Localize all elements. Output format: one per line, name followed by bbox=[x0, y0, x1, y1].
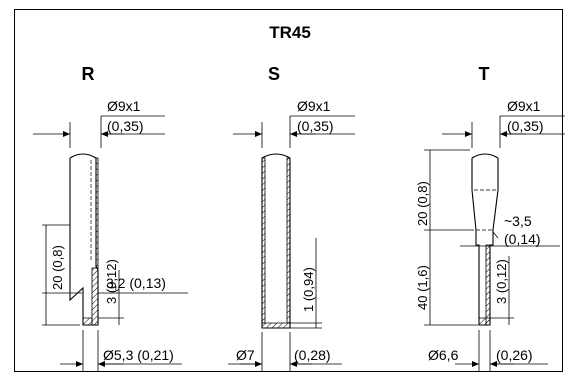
r-step: 3,2 (0,13) bbox=[106, 275, 166, 291]
s-diameter-bottom: Ø7 bbox=[236, 347, 255, 363]
drawing-title: TR45 bbox=[269, 23, 311, 42]
t-tip-wall: 3 (0,12) bbox=[494, 259, 509, 304]
s-diameter-top: Ø9x1 bbox=[297, 98, 331, 114]
variant-t-label: T bbox=[479, 64, 490, 84]
t-wall-top: (0,35) bbox=[507, 118, 544, 134]
r-wall-top: (0,35) bbox=[107, 118, 144, 134]
t-length-taper: 20 (0,8) bbox=[415, 181, 430, 226]
variant-t: T Ø9x1 (0,35) 20 (0,8) 40 (1,6) ~3,5 (0,… bbox=[415, 64, 565, 371]
t-diameter-top: Ø9x1 bbox=[507, 98, 541, 114]
s-wall-top: (0,35) bbox=[297, 118, 334, 134]
r-length-reduced: 20 (0,8) bbox=[50, 245, 65, 290]
frame bbox=[14, 9, 563, 372]
variant-r: R Ø9x1 (0,35) 20 (0,8) 3,2 (0,13) 3 (0,1… bbox=[33, 64, 188, 371]
r-diameter-bottom: Ø5,3 (0,21) bbox=[103, 347, 174, 363]
r-tip-wall: 3 (0,12) bbox=[104, 259, 119, 304]
variant-s: S Ø9x1 (0,35) 1 (0,94) Ø7 (0,28) bbox=[228, 64, 355, 371]
t-step-imperial: (0,14) bbox=[504, 231, 541, 247]
variant-r-label: R bbox=[82, 64, 95, 84]
s-bottom-thickness: 1 (0,94) bbox=[301, 267, 316, 312]
t-diameter-bottom: Ø6,6 bbox=[428, 347, 459, 363]
s-wall-bottom: (0,28) bbox=[294, 347, 331, 363]
t-step: ~3,5 bbox=[504, 213, 532, 229]
variant-s-label: S bbox=[268, 64, 280, 84]
t-length-tip: 40 (1,6) bbox=[415, 265, 430, 310]
t-wall-bottom: (0,26) bbox=[496, 347, 533, 363]
r-diameter-top: Ø9x1 bbox=[107, 98, 141, 114]
